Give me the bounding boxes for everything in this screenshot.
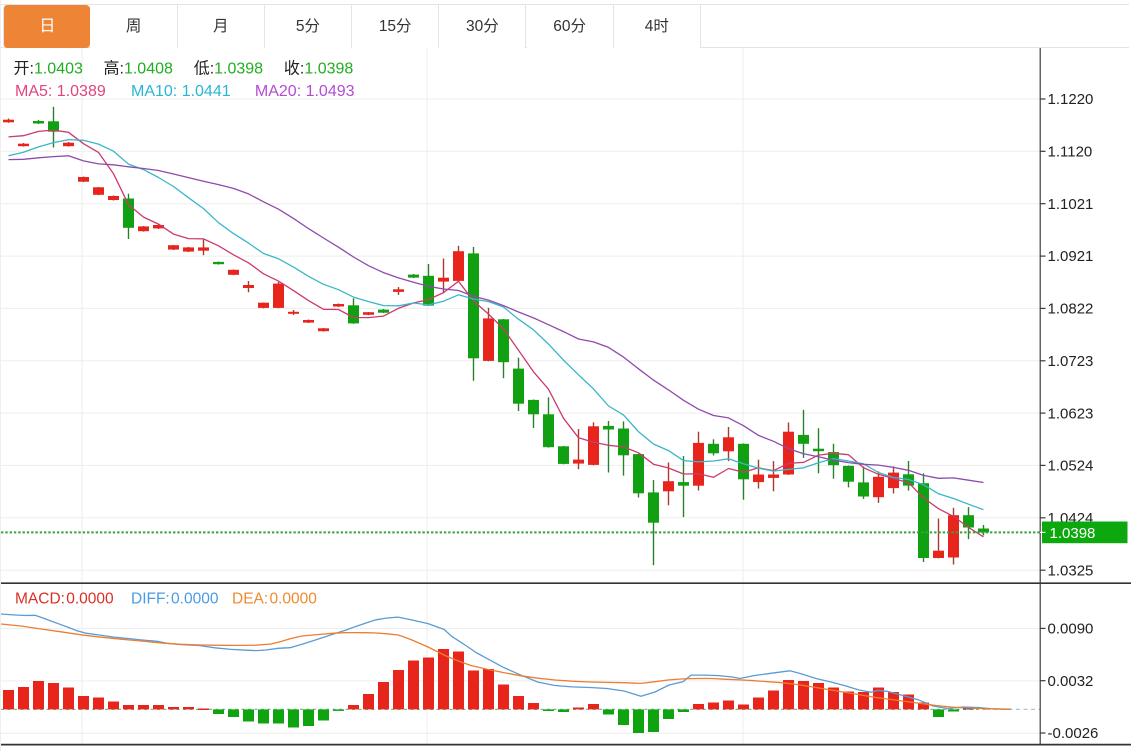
svg-text:DIFF: 0.0000: DIFF: 0.0000: [131, 591, 219, 608]
svg-text:MA5: 1.0389: MA5: 1.0389: [15, 83, 106, 100]
svg-text:1.1120: 1.1120: [1048, 144, 1093, 161]
svg-text:MACD: 0.0000: MACD: 0.0000: [15, 591, 114, 608]
svg-text:1.0325: 1.0325: [1048, 562, 1094, 579]
svg-text:收:1.0398: 收:1.0398: [284, 60, 353, 78]
svg-text:1.0822: 1.0822: [1048, 301, 1094, 318]
svg-text:MA20: 1.0493: MA20: 1.0493: [255, 83, 355, 100]
svg-text:1.0524: 1.0524: [1048, 458, 1094, 475]
svg-text:1.1220: 1.1220: [1048, 91, 1094, 108]
svg-text:MA10: 1.0441: MA10: 1.0441: [131, 83, 231, 100]
svg-text:1.0921: 1.0921: [1048, 248, 1094, 265]
svg-text:低:1.0398: 低:1.0398: [194, 60, 263, 78]
svg-text:-0.0026: -0.0026: [1048, 725, 1099, 742]
svg-text:0.0090: 0.0090: [1048, 621, 1094, 638]
svg-text:0.0032: 0.0032: [1048, 673, 1094, 690]
svg-text:开:1.0403: 开:1.0403: [14, 61, 83, 78]
svg-text:1.0623: 1.0623: [1048, 405, 1094, 422]
svg-text:1.0723: 1.0723: [1048, 353, 1094, 370]
svg-text:1.1021: 1.1021: [1048, 196, 1094, 213]
svg-text:1.0398: 1.0398: [1050, 525, 1096, 542]
svg-text:DEA: 0.0000: DEA: 0.0000: [232, 591, 317, 608]
svg-text:高:1.0408: 高:1.0408: [104, 60, 173, 78]
